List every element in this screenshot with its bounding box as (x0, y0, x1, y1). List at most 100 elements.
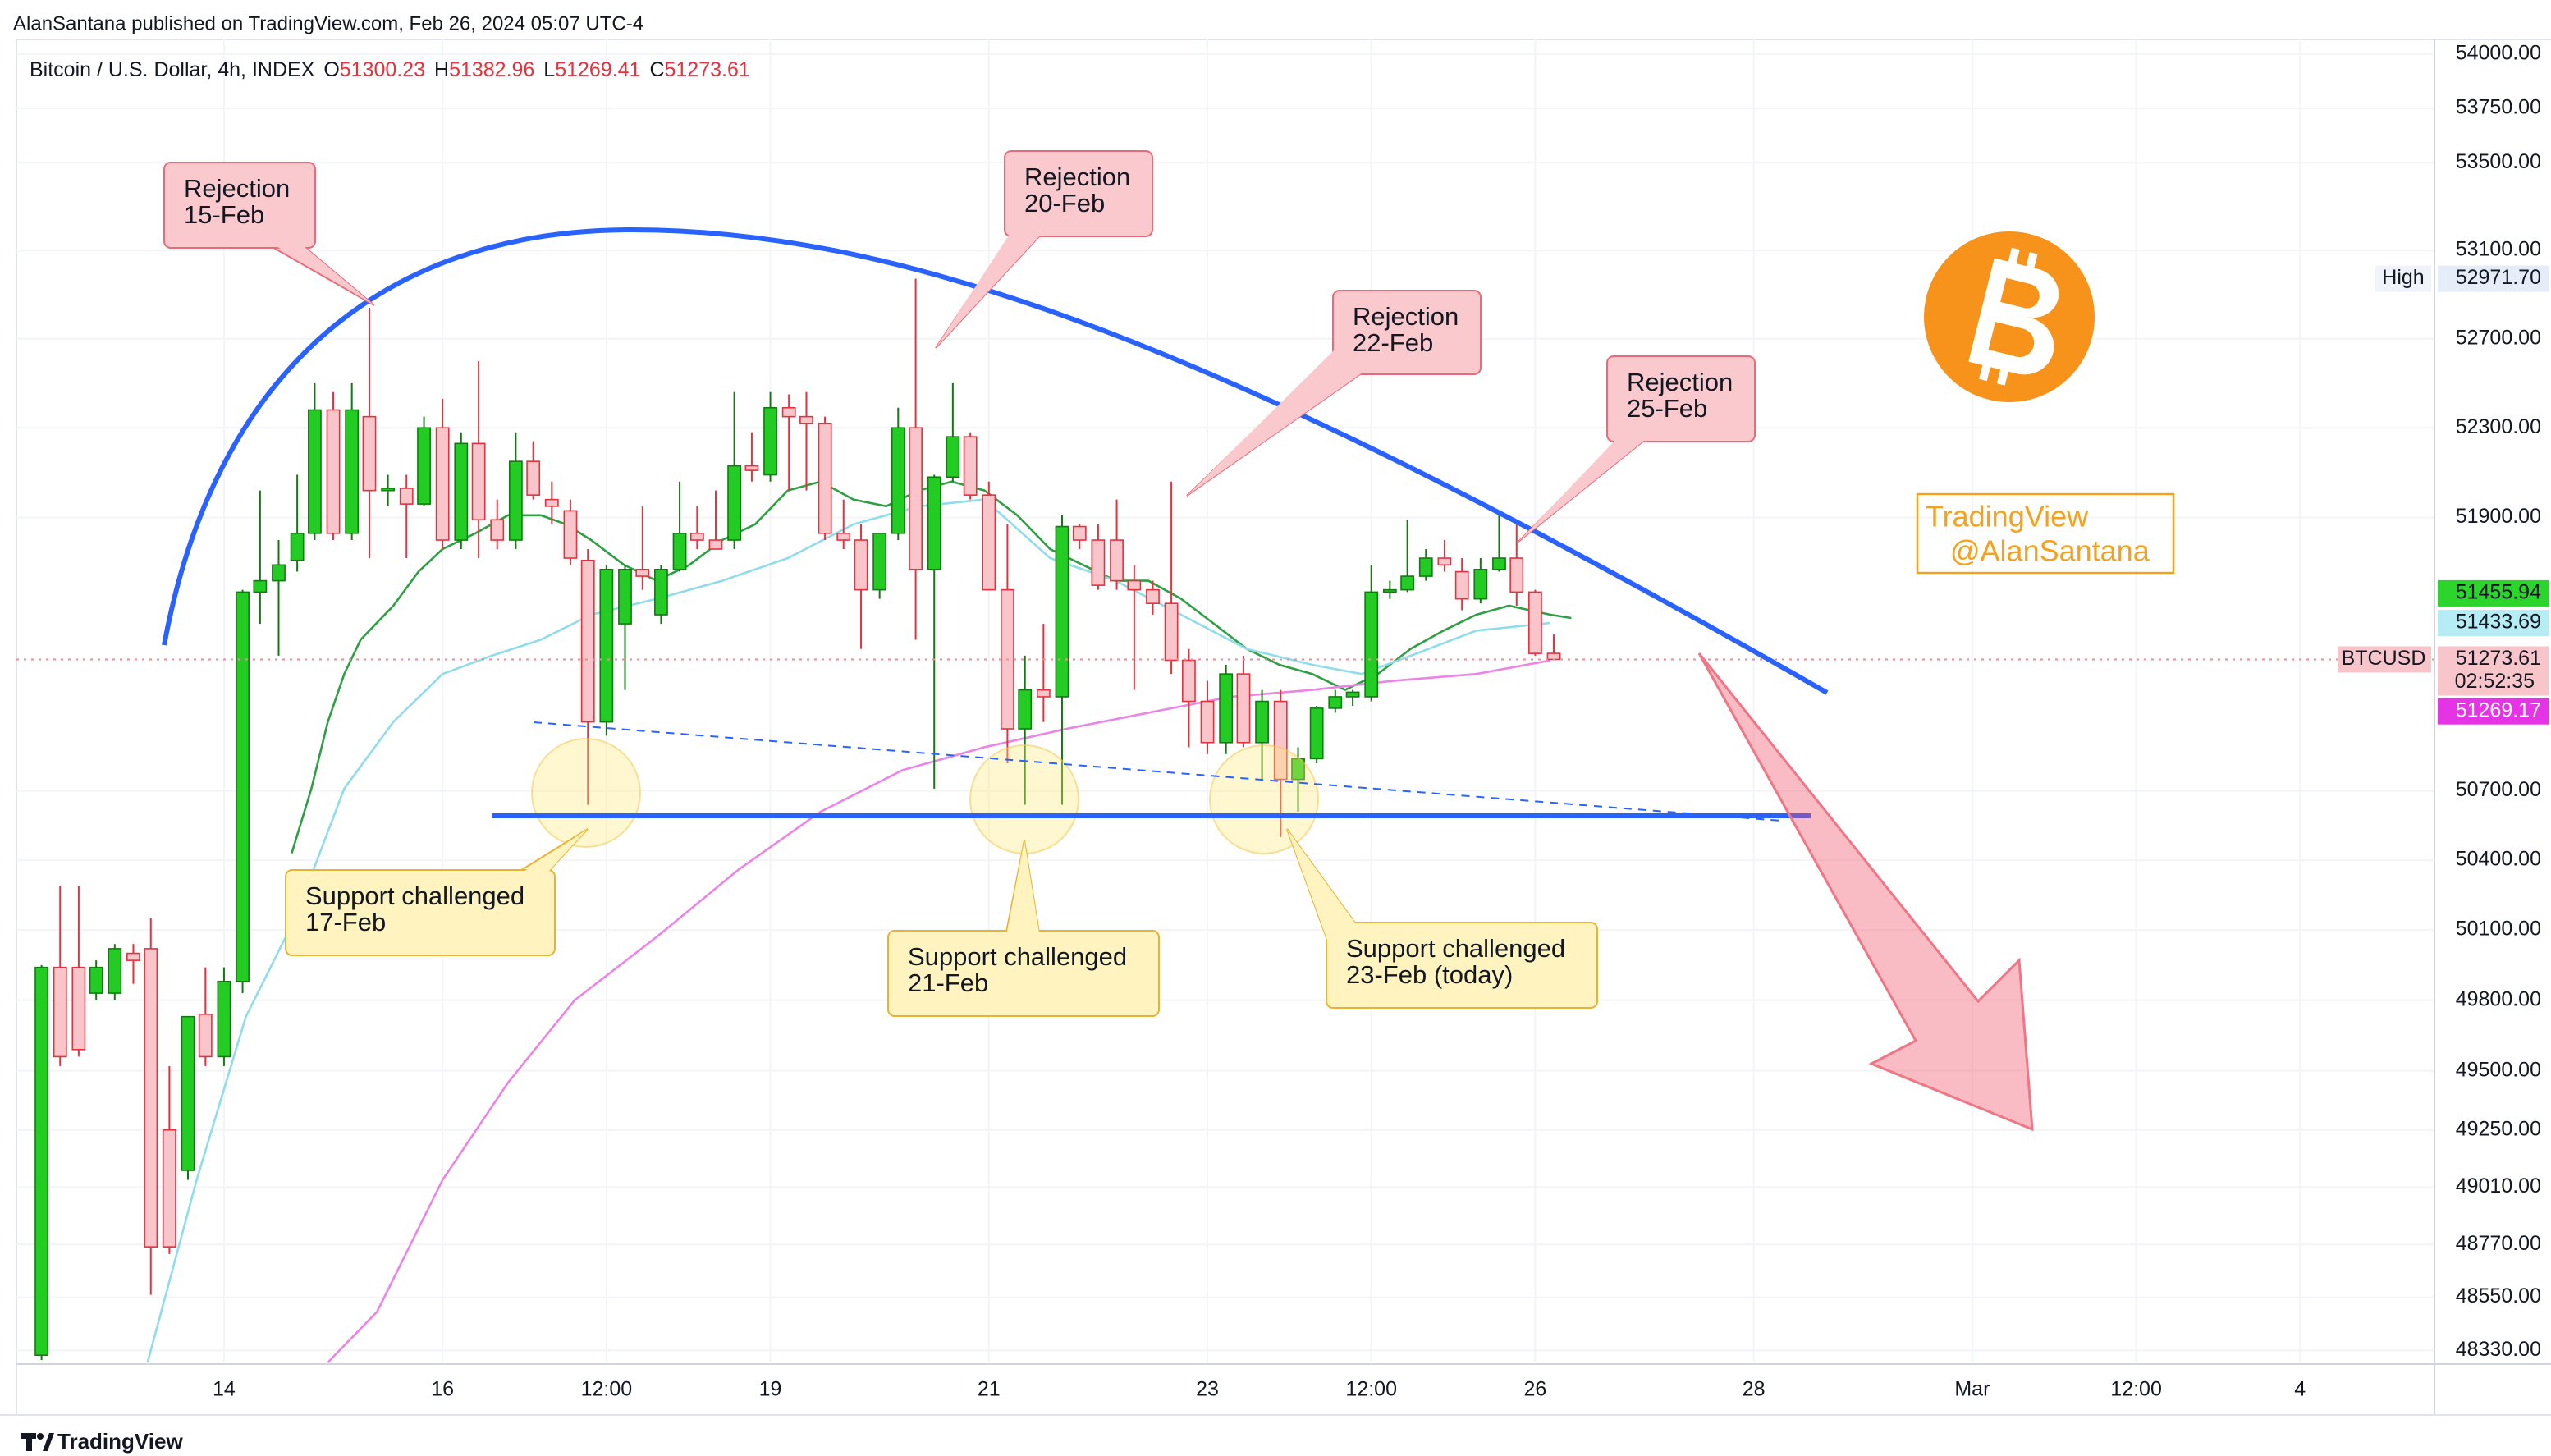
candle-body (1509, 557, 1524, 593)
callout-text: 17-Feb (305, 908, 386, 936)
y-tick-label: 53750.00 (2456, 95, 2541, 118)
symbol-tag (2338, 646, 2431, 673)
candle-body (708, 539, 723, 550)
candle-body (1437, 557, 1452, 566)
callout-text: 20-Feb (1024, 189, 1105, 217)
callout-joint (519, 829, 588, 875)
candle-body (1236, 673, 1251, 744)
y-tick-label: 49500.00 (2456, 1058, 2541, 1081)
x-tick-label: 4 (2294, 1378, 2306, 1401)
ohlc-label: O (323, 58, 339, 81)
candle-body (490, 519, 505, 541)
y-tick-label: 52700.00 (2456, 326, 2541, 349)
indicator-value: 51433.69 (2456, 611, 2541, 634)
candle-body (544, 498, 559, 507)
callout-joint (1006, 840, 1039, 936)
candle-body (946, 436, 960, 478)
candle-body (290, 532, 305, 561)
x-tick-label: 12:00 (1345, 1378, 1397, 1401)
y-tick-label: 48330.00 (2456, 1338, 2541, 1361)
y-tick-label: 52300.00 (2456, 415, 2541, 438)
footer-brand: TradingView (57, 1429, 183, 1454)
candle-body (727, 465, 742, 541)
candle-body (1146, 588, 1160, 604)
callout-text: Support challenged (1346, 934, 1565, 963)
y-tick-label: 54000.00 (2456, 41, 2541, 64)
logo-part (26, 1433, 32, 1451)
grid (16, 39, 2434, 1362)
y-tick-label: 48770.00 (2456, 1232, 2541, 1255)
x-tick-label: 12:00 (581, 1378, 633, 1401)
x-tick-label: 23 (1196, 1378, 1219, 1401)
callout-text: Rejection (1353, 302, 1459, 331)
trend-line (533, 721, 1782, 822)
y-tick-label: 53100.00 (2456, 238, 2541, 261)
callout-text: 21-Feb (908, 968, 988, 997)
ohlc-value: 51300.23 (340, 58, 425, 81)
y-tick-label: 49250.00 (2456, 1117, 2541, 1140)
watermark-text: @AlanSantana (1950, 534, 2150, 568)
candle-body (1309, 707, 1324, 760)
callout-text: Support challenged (908, 942, 1127, 971)
candle-body (563, 510, 578, 559)
ohlc-value: 51273.61 (665, 58, 750, 81)
candle-body (1454, 570, 1469, 600)
bitcoin-glyph (1968, 247, 2059, 386)
x-tick-label: 12:00 (2110, 1378, 2162, 1401)
y-tick-label: 49800.00 (2456, 987, 2541, 1010)
candle-body (963, 436, 978, 496)
callout-joint (271, 243, 374, 305)
ohlc-value: 51382.96 (449, 58, 534, 81)
support-circle (531, 738, 641, 848)
candle-body (526, 460, 541, 496)
candle-body (1055, 525, 1069, 698)
callout-box (1004, 150, 1153, 237)
candle-body (399, 488, 414, 505)
candle-body (1273, 700, 1288, 781)
candle-body (381, 488, 396, 492)
callout-text: Rejection (1024, 163, 1130, 191)
x-tick-label: Mar (1954, 1378, 1990, 1401)
callout-box (1332, 290, 1482, 375)
x-tick-label: 16 (431, 1378, 454, 1401)
candle-body (927, 476, 941, 570)
candle-body (144, 948, 158, 1248)
callout-text: 23-Feb (today) (1346, 960, 1513, 989)
candle-body (417, 427, 431, 505)
candle-body (982, 494, 996, 591)
candle-body (126, 952, 140, 961)
candle-body (89, 966, 103, 994)
candle-body (1072, 525, 1087, 541)
candle-body (872, 532, 887, 591)
candle-body (781, 406, 796, 418)
indicator-value: 51455.94 (2456, 581, 2541, 604)
ohlc-value: 51269.41 (555, 58, 640, 81)
candle-body (1255, 700, 1269, 744)
candle-body (1528, 591, 1542, 654)
candle-body (435, 427, 450, 541)
callout-joint (1518, 437, 1645, 542)
drawings: TradingView @AlanSantana (162, 227, 2175, 1132)
candle-body (1091, 539, 1106, 586)
indicator-value-box (2438, 698, 2549, 725)
candle-body (1036, 689, 1051, 698)
candle-body (345, 409, 360, 534)
candle-body (1291, 758, 1305, 781)
annotations: Rejection15-FebRejection20-FebRejection2… (163, 150, 1756, 1017)
candle-body (272, 564, 286, 582)
candle-body (580, 559, 595, 723)
high-tag-text: High (2382, 266, 2424, 289)
candle-body (198, 1014, 213, 1058)
callout-joint (1287, 829, 1356, 942)
y-tick-label: 50700.00 (2456, 778, 2541, 801)
last-price: 51273.61 (2456, 647, 2541, 670)
candle-body (744, 465, 759, 471)
candle-body (53, 966, 67, 1058)
logo-part (43, 1433, 54, 1451)
x-tick-label: 21 (978, 1378, 1001, 1401)
y-tick-label: 53500.00 (2456, 150, 2541, 173)
candle-body (34, 966, 49, 1356)
support-circle (1209, 744, 1319, 854)
candle-body (508, 460, 523, 541)
